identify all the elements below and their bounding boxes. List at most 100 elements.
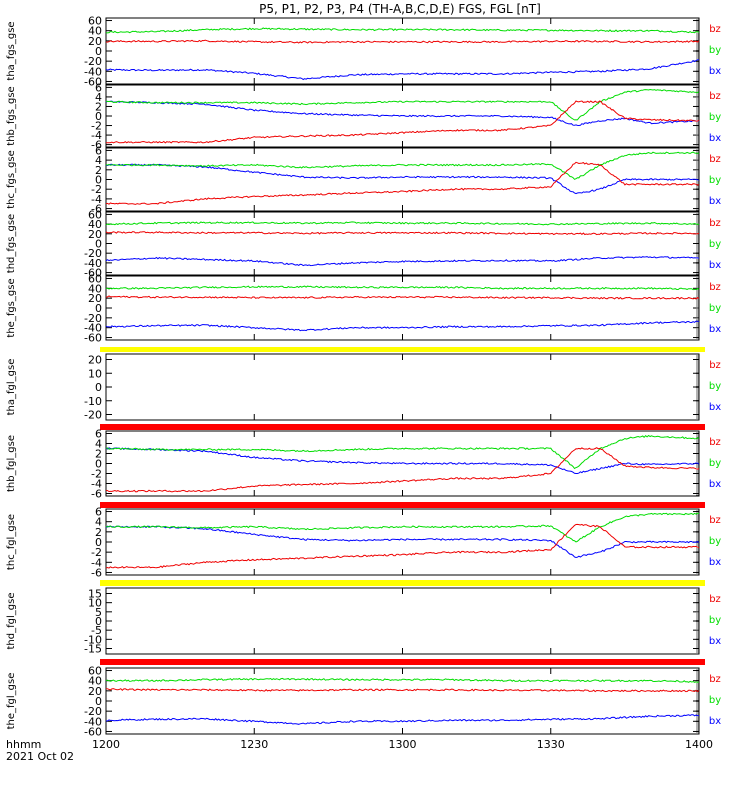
- y-tick-label: 0: [95, 458, 102, 471]
- y-tick-label: -2: [91, 546, 102, 559]
- legend-by: by: [709, 239, 721, 250]
- y-tick-label: -15: [84, 643, 102, 656]
- y-tick-label: 0: [95, 110, 102, 123]
- y-axis-label: thb_fgs_gse: [6, 86, 17, 145]
- y-tick-label: -20: [84, 705, 102, 718]
- y-tick-label: 60: [88, 665, 102, 678]
- x-axis-unit-label: hhmm: [6, 738, 41, 751]
- y-tick-label: 0: [95, 45, 102, 58]
- y-tick-label: 40: [88, 282, 102, 295]
- y-tick-label: -60: [84, 75, 102, 88]
- legend-by: by: [709, 381, 721, 392]
- y-tick-label: 0: [95, 615, 102, 628]
- y-tick-label: 4: [95, 91, 102, 104]
- legend-bx: bx: [709, 479, 721, 490]
- x-tick-label: 1200: [92, 738, 120, 751]
- y-tick-label: 15: [88, 588, 102, 601]
- y-axis-label: the_fgl_gse: [6, 673, 17, 730]
- series-line-bx: [105, 256, 700, 267]
- x-axis-date-label: 2021 Oct 02: [6, 750, 74, 763]
- series-line-bz: [105, 688, 700, 693]
- y-axis-label: thd_fgs_gse: [6, 214, 17, 273]
- y-tick-label: 2: [95, 100, 102, 113]
- legend-bx: bx: [709, 196, 721, 207]
- y-tick-label: -6: [91, 566, 102, 579]
- y-tick-label: -4: [91, 193, 102, 206]
- y-axis-label: thb_fgl_gse: [6, 435, 17, 492]
- legend-bx: bx: [709, 716, 721, 727]
- legend-by: by: [709, 536, 721, 547]
- series-line-by: [105, 27, 700, 34]
- y-tick-label: 20: [88, 292, 102, 305]
- series-line-by: [105, 151, 700, 180]
- y-tick-label: -6: [91, 488, 102, 501]
- legend-by: by: [709, 303, 721, 314]
- flag-bar-red: [100, 659, 705, 665]
- y-tick-label: 40: [88, 675, 102, 688]
- x-tick-label: 1400: [685, 738, 713, 751]
- legend-bz: bz: [709, 154, 721, 165]
- legend-by: by: [709, 175, 721, 186]
- legend-bz: bz: [709, 282, 721, 293]
- y-tick-label: -60: [84, 725, 102, 738]
- legend-bz: bz: [709, 515, 721, 526]
- legend-bx: bx: [709, 557, 721, 568]
- y-tick-label: 10: [88, 367, 102, 380]
- y-tick-label: -2: [91, 468, 102, 481]
- flag-bar-yellow: [100, 580, 705, 586]
- legend-bx: bx: [709, 133, 721, 144]
- y-tick-label: -60: [84, 267, 102, 280]
- series-line-by: [105, 434, 700, 470]
- y-tick-label: 60: [88, 15, 102, 28]
- panel-frame: [105, 353, 700, 421]
- series-line-by: [105, 221, 700, 226]
- y-axis-label: the_fgs_gse: [6, 278, 17, 337]
- y-tick-label: 20: [88, 354, 102, 367]
- y-tick-label: 6: [95, 81, 102, 94]
- y-tick-label: 6: [95, 428, 102, 441]
- y-tick-label: 2: [95, 164, 102, 177]
- panel-frame: [105, 147, 700, 212]
- y-tick-label: -4: [91, 556, 102, 569]
- panel-frame: [105, 275, 700, 341]
- series-line-bz: [105, 447, 700, 493]
- y-axis-label: thc_fgl_gse: [6, 514, 17, 570]
- y-tick-label: 20: [88, 685, 102, 698]
- y-tick-label: 4: [95, 154, 102, 167]
- panel-frame: [105, 667, 700, 735]
- y-tick-label: -40: [84, 65, 102, 78]
- y-tick-label: 0: [95, 695, 102, 708]
- y-tick-label: 40: [88, 25, 102, 38]
- legend-by: by: [709, 695, 721, 706]
- y-tick-label: -2: [91, 183, 102, 196]
- y-tick-label: 60: [88, 208, 102, 221]
- y-axis-label: thd_fgl_gse: [6, 593, 17, 650]
- y-tick-label: -40: [84, 257, 102, 270]
- series-line-by: [105, 677, 700, 683]
- panel-frame: [105, 587, 700, 655]
- y-tick-label: -20: [84, 312, 102, 325]
- y-tick-label: -20: [84, 55, 102, 68]
- flag-bar-red: [100, 424, 705, 430]
- x-tick-label: 1330: [537, 738, 565, 751]
- series-line-by: [105, 285, 700, 291]
- y-tick-label: 4: [95, 516, 102, 529]
- y-tick-label: -6: [91, 139, 102, 152]
- legend-by: by: [709, 615, 721, 626]
- series-line-by: [105, 512, 700, 543]
- y-tick-label: 10: [88, 597, 102, 610]
- y-tick-label: 20: [88, 228, 102, 241]
- legend-bx: bx: [709, 66, 721, 77]
- series-line-bx: [105, 525, 700, 559]
- legend-bx: bx: [709, 260, 721, 271]
